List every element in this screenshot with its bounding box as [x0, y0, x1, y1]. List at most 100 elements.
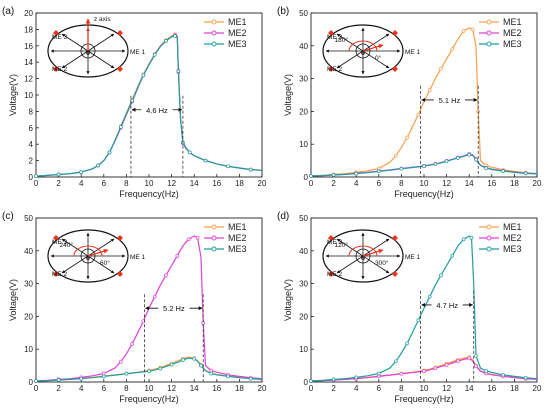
data-point-me3 [248, 376, 253, 381]
data-point-me3 [354, 375, 359, 380]
legend-marker-me1 [211, 19, 217, 25]
panel-b: 0 2 4 6 8 10 12 14 16 18 20 0 10 20 30 40 50 Frequency(Hz… [277, 6, 542, 199]
bandwidth-label: 4.7 Hz [436, 301, 458, 310]
bandwidth-label-bg [433, 94, 466, 105]
inset-magnet-marker [117, 271, 123, 277]
x-tick-label: 10 [420, 179, 429, 188]
x-tick-label: 0 [309, 384, 314, 393]
legend-label-me1: ME1 [503, 17, 522, 27]
data-point-me3 [34, 174, 38, 179]
legend-marker-me1 [486, 19, 492, 25]
inset-rotation-arrow [362, 248, 384, 257]
inset-angle-label: 240° [60, 241, 74, 249]
y-tick-label: 30 [299, 280, 308, 289]
x-tick-label: 0 [34, 179, 39, 188]
x-tick-label: 20 [258, 384, 267, 393]
data-point-me3 [523, 375, 528, 380]
inset-z-axis-label: z axis [94, 16, 111, 23]
data-point-me2 [195, 235, 200, 240]
legend-label-me3: ME3 [228, 244, 247, 254]
data-point-me3 [176, 69, 181, 74]
y-axis-label: Voltage(V) [8, 279, 18, 321]
data-point-me1 [450, 47, 455, 51]
inset-magnet-marker [328, 66, 334, 72]
x-tick-label: 4 [79, 179, 84, 188]
inset-rotation-arrow [87, 248, 109, 257]
legend-marker-me2 [211, 235, 217, 241]
data-point-me1 [427, 88, 432, 92]
data-point-me3 [439, 273, 443, 278]
data-point-me3 [309, 379, 313, 383]
inset-magnet-marker [117, 66, 123, 72]
data-point-me2 [130, 342, 134, 346]
bandwidth-label-bg [431, 299, 463, 310]
data-point-me2 [175, 253, 180, 258]
y-axis-label: Voltage(V) [283, 74, 293, 116]
inset-me2-label: ME 2 [52, 66, 68, 73]
series-line-me2 [310, 357, 538, 382]
panel-label: (a) [2, 6, 14, 17]
x-axis-label: Frequency(Hz) [119, 189, 179, 199]
inset-magnet-marker [328, 235, 334, 241]
series-line-me3 [35, 35, 263, 177]
data-point-me3 [152, 52, 157, 57]
data-point-me3 [107, 150, 112, 155]
inset-angle-label: 300° [375, 259, 389, 267]
data-point-me3 [226, 374, 230, 379]
x-tick-label: 2 [331, 179, 336, 188]
panel-d: 0 2 4 6 8 10 12 14 16 18 20 0 10 20 30 40 50 Frequency(Hz… [277, 211, 542, 404]
inset-me1-label: ME 1 [130, 49, 146, 56]
inset-magnet-marker [117, 235, 123, 241]
data-point-me2 [101, 371, 106, 376]
y-tick-label: 50 [24, 214, 33, 223]
inset-magnet-marker [392, 271, 398, 277]
inset-magnet-marker [53, 271, 59, 277]
data-point-me3 [433, 162, 438, 167]
data-point-me2 [186, 237, 191, 242]
x-tick-label: 14 [465, 384, 474, 393]
x-tick-label: 20 [258, 179, 267, 188]
data-point-me3 [56, 172, 61, 177]
inset-angle-label: 0° [375, 54, 382, 62]
legend-marker-me3 [486, 246, 492, 252]
data-point-me3 [226, 164, 230, 169]
data-point-me3 [141, 73, 146, 78]
data-point-me3 [248, 167, 253, 172]
legend-marker-me2 [486, 235, 492, 241]
data-point-me3 [523, 171, 528, 176]
y-tick-label: 10 [24, 345, 33, 354]
y-tick-label: 50 [299, 9, 308, 18]
data-point-me3 [331, 377, 336, 382]
inset-me1-label: ME 1 [405, 254, 421, 261]
y-tick-label: 10 [299, 140, 308, 149]
legend-marker-me3 [486, 41, 492, 47]
data-point-me2 [444, 363, 449, 367]
data-point-me3 [501, 372, 505, 377]
y-tick-label: 10 [299, 345, 308, 354]
legend-label-me2: ME2 [228, 28, 247, 38]
x-tick-label: 18 [510, 384, 519, 393]
x-tick-label: 4 [79, 384, 84, 393]
x-tick-label: 8 [399, 384, 404, 393]
inset-schematic: o ME 3 ME 1 ME 2 z axis [47, 16, 146, 78]
y-tick-label: 40 [24, 247, 33, 256]
legend-marker-me2 [211, 30, 217, 36]
inset-angle-label: 180° [335, 36, 349, 44]
data-point-me3 [484, 368, 489, 373]
x-tick-label: 10 [420, 384, 429, 393]
series-line-me3 [310, 154, 538, 177]
legend-label-me1: ME1 [228, 222, 247, 232]
x-tick-label: 2 [331, 384, 336, 393]
data-point-me3 [427, 294, 432, 299]
data-point-me3 [393, 359, 398, 364]
x-tick-label: 4 [354, 384, 359, 393]
y-tick-label: 20 [299, 312, 308, 321]
y-tick-label: 4 [29, 140, 34, 149]
data-point-me3 [467, 152, 472, 157]
data-point-me3 [456, 156, 460, 160]
legend-marker-me2 [486, 30, 492, 36]
inset-me2-label: ME 2 [327, 271, 343, 278]
x-tick-label: 18 [235, 384, 244, 393]
x-tick-label: 16 [212, 179, 221, 188]
data-point-me3 [399, 166, 404, 171]
